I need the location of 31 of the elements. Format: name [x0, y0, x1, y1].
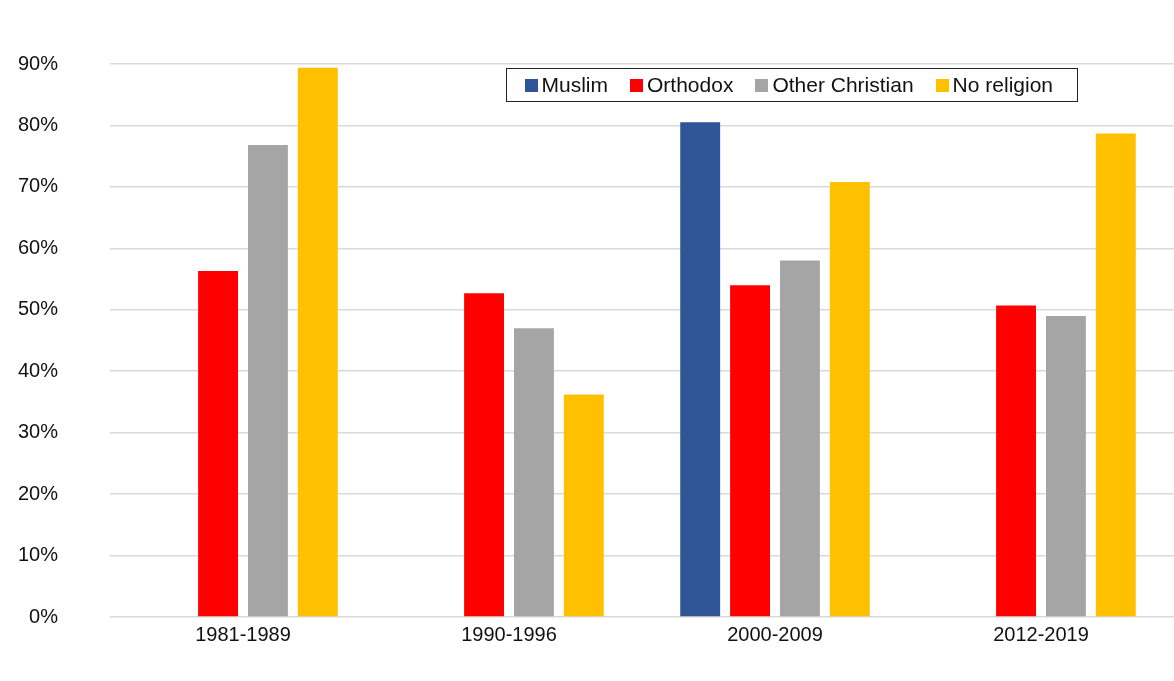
bar [730, 285, 771, 617]
x-tick-label: 1990-1996 [461, 622, 557, 645]
bar [563, 394, 604, 617]
bar [513, 328, 554, 617]
bar [198, 271, 239, 617]
legend-label: Muslim [541, 73, 608, 97]
y-tick-label: 60% [17, 235, 59, 258]
bar [779, 260, 820, 617]
bar [829, 181, 870, 617]
y-tick-label: 70% [17, 174, 59, 197]
bar [1045, 315, 1086, 617]
y-tick-label: 10% [17, 543, 59, 566]
legend-label: No religion [952, 73, 1053, 97]
y-tick-label: 80% [17, 112, 59, 135]
bar [1095, 133, 1136, 617]
bar [247, 145, 288, 617]
bar [680, 122, 721, 617]
y-tick-label: 90% [17, 51, 59, 74]
y-tick-label: 40% [17, 358, 59, 381]
x-tick-label: 2012-2019 [993, 622, 1089, 645]
y-tick-label: 50% [17, 297, 59, 320]
bar [297, 67, 338, 617]
bar [464, 293, 505, 617]
x-tick-label: 1981-1989 [195, 622, 291, 645]
legend-label: Other Christian [772, 73, 914, 97]
y-tick-label: 20% [17, 481, 59, 504]
bar [996, 305, 1037, 617]
legend-label: Orthodox [647, 73, 734, 97]
y-tick-label: 0% [29, 604, 59, 627]
x-tick-label: 2000-2009 [727, 622, 823, 645]
y-tick-label: 30% [17, 420, 59, 443]
